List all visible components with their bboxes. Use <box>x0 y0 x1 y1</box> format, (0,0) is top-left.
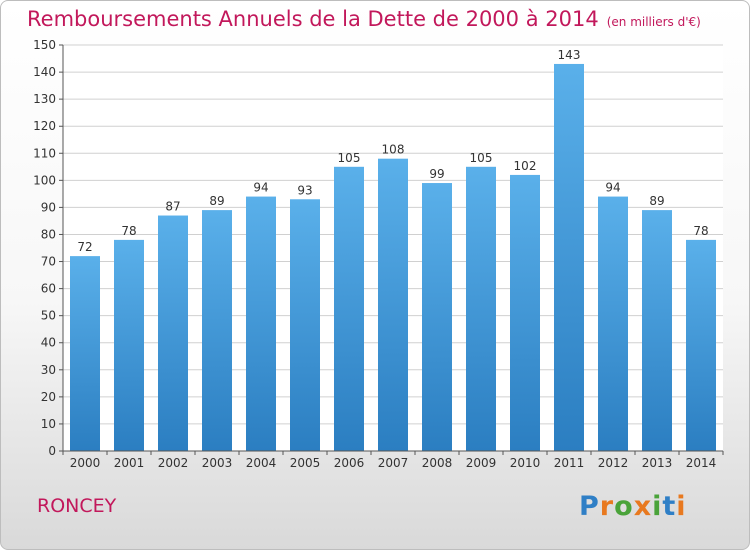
x-tick-label: 2005 <box>290 456 321 470</box>
bar-2013 <box>642 210 672 451</box>
logo-letter: P <box>579 491 600 522</box>
y-tick-label: 80 <box>41 227 56 241</box>
bar-2003 <box>202 210 232 451</box>
chart-title-unit: (en milliers d'€) <box>606 15 701 29</box>
data-label: 105 <box>470 151 493 165</box>
x-axis-ticks: 2000 2001 2002 2003 2004 2005 2006 2007 2008 2009… <box>62 451 724 470</box>
bar-2000 <box>70 256 100 451</box>
x-tick-label: 2001 <box>114 456 145 470</box>
x-tick-label: 2009 <box>466 456 497 470</box>
bar-2005 <box>290 199 320 451</box>
x-tick-label: 2014 <box>686 456 717 470</box>
bar-2014 <box>686 239 716 451</box>
bar-2010 <box>510 174 540 452</box>
y-tick-label: 100 <box>33 173 56 187</box>
logo-letter: i <box>676 491 687 522</box>
x-tick-label: 2006 <box>334 456 365 470</box>
bar-2007 <box>378 158 408 451</box>
bar-2002 <box>158 215 188 451</box>
data-label: 72 <box>77 240 92 254</box>
data-label: 93 <box>297 183 312 197</box>
bars <box>70 63 716 452</box>
y-tick-label: 120 <box>33 119 56 133</box>
y-tick-label: 90 <box>41 200 56 214</box>
y-tick-label: 20 <box>41 390 56 404</box>
data-label: 89 <box>209 194 224 208</box>
x-tick-label: 2007 <box>378 456 409 470</box>
data-label: 94 <box>253 181 268 195</box>
bar-2001 <box>114 239 144 451</box>
y-tick-label: 60 <box>41 282 56 296</box>
bar-2004 <box>246 196 276 451</box>
logo-letter: x <box>633 491 653 522</box>
y-tick-label: 110 <box>33 146 56 160</box>
data-label: 143 <box>558 48 581 62</box>
y-tick-label: 10 <box>41 417 56 431</box>
y-tick-label: 140 <box>33 65 56 79</box>
x-tick-label: 2004 <box>246 456 277 470</box>
y-tick-label: 130 <box>33 92 56 106</box>
data-label: 78 <box>121 224 136 238</box>
data-label: 108 <box>382 143 405 157</box>
y-tick-label: 30 <box>41 363 56 377</box>
data-label: 99 <box>429 167 444 181</box>
x-tick-label: 2002 <box>158 456 189 470</box>
proxiti-logo: Proxiti <box>579 491 687 522</box>
x-tick-label: 2008 <box>422 456 453 470</box>
commune-name: RONCEY <box>37 495 117 517</box>
data-label: 102 <box>514 159 537 173</box>
y-tick-label: 0 <box>48 444 56 458</box>
logo-letter: t <box>662 491 677 522</box>
bar-2008 <box>422 183 452 452</box>
logo-letter: i <box>652 491 663 522</box>
chart-title-text: Remboursements Annuels de la Dette de 20… <box>27 7 599 31</box>
x-tick-label: 2011 <box>554 456 585 470</box>
bar-2011 <box>554 63 584 452</box>
x-tick-label: 2000 <box>70 456 101 470</box>
bar-2012 <box>598 196 628 451</box>
x-tick-label: 2010 <box>510 456 541 470</box>
data-label: 94 <box>605 181 620 195</box>
x-tick-label: 2012 <box>598 456 629 470</box>
data-label: 89 <box>649 194 664 208</box>
data-label: 105 <box>338 151 361 165</box>
data-labels: 72 78 87 89 94 93 105 108 99 105 102 143 94 89 78 <box>77 48 708 254</box>
bar-2006 <box>334 166 364 452</box>
y-tick-label: 40 <box>41 336 56 350</box>
chart-title: Remboursements Annuels de la Dette de 20… <box>27 7 701 31</box>
data-label: 87 <box>165 200 180 214</box>
bar-2009 <box>466 166 496 452</box>
y-tick-label: 150 <box>33 38 56 52</box>
data-label: 78 <box>693 224 708 238</box>
y-tick-label: 70 <box>41 255 56 269</box>
y-tick-label: 50 <box>41 309 56 323</box>
y-axis-ticks: 0 10 20 30 40 50 60 70 80 90 100 110 120 130 140 150 <box>33 38 63 458</box>
logo-letter: r <box>599 491 615 522</box>
logo-letter: o <box>614 491 634 522</box>
x-tick-label: 2003 <box>202 456 233 470</box>
x-tick-label: 2013 <box>642 456 673 470</box>
